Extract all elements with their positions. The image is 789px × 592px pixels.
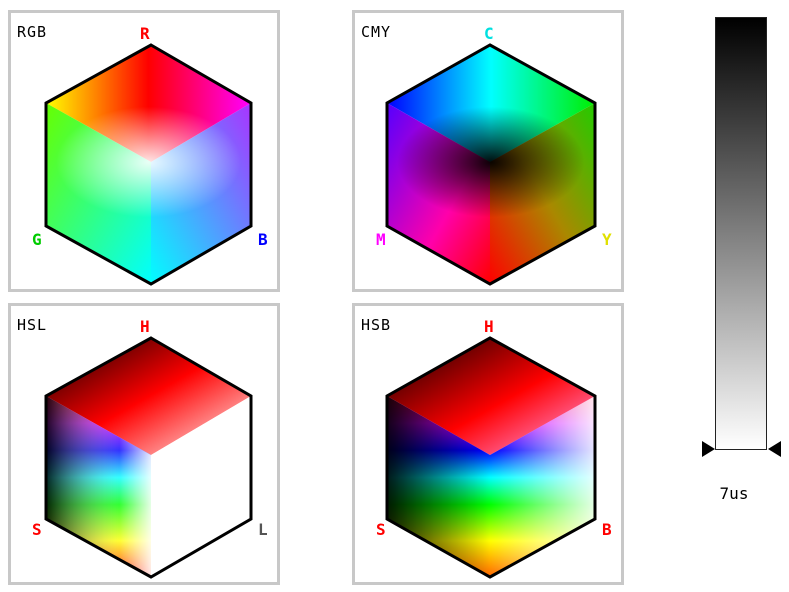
hsb-title: HSB	[361, 316, 392, 334]
slider-right-arrow-icon[interactable]	[768, 441, 781, 457]
hsb-panel: HSB H S B	[352, 303, 624, 585]
cmy-cube	[385, 43, 597, 286]
hsb-left-label: S	[376, 520, 386, 539]
hsb-cube	[385, 336, 597, 579]
rgb-left-label: G	[32, 230, 42, 249]
hsl-top-label: H	[140, 317, 150, 336]
cmy-right-label: Y	[602, 230, 612, 249]
slider-left-arrow-icon[interactable]	[702, 441, 715, 457]
rgb-title: RGB	[17, 23, 48, 41]
cmy-top-label: C	[484, 24, 494, 43]
cmy-left-label: M	[376, 230, 386, 249]
rgb-cube	[44, 43, 253, 286]
hsl-title: HSL	[17, 316, 48, 334]
hsl-cube	[44, 336, 253, 579]
gradient-strip[interactable]	[715, 17, 767, 450]
hsb-top-label: H	[484, 317, 494, 336]
hsl-left-label: S	[32, 520, 42, 539]
cmy-title: CMY	[361, 23, 392, 41]
rgb-panel: RGB R G B	[8, 10, 280, 292]
hsb-right-label: B	[602, 520, 612, 539]
rgb-top-label: R	[140, 24, 150, 43]
rgb-right-label: B	[258, 230, 268, 249]
cmy-panel: CMY C M Y	[352, 10, 624, 292]
hsl-panel: HSL H S L	[8, 303, 280, 585]
timing-readout: 7us	[719, 484, 749, 503]
hsl-right-label: L	[258, 520, 268, 539]
